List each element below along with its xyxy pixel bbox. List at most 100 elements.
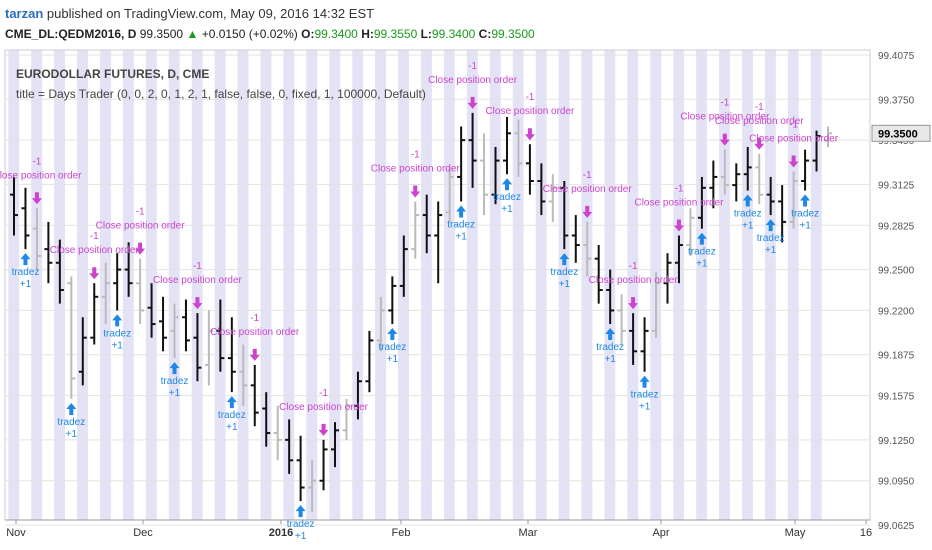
session-band xyxy=(581,50,593,520)
close-label: Close position order xyxy=(634,198,724,209)
buy-arrow-icon xyxy=(765,219,776,232)
close-label: Close position order xyxy=(680,112,770,123)
session-band xyxy=(352,50,364,520)
close-arrow-icon xyxy=(719,133,730,146)
session-band xyxy=(696,50,708,520)
change-value: +0.0150 (+0.02%) xyxy=(201,27,298,41)
buy-arrow-icon xyxy=(605,328,616,341)
close-qty-label: -1 xyxy=(411,149,420,160)
last-price: 99.3500 xyxy=(139,27,184,41)
y-tick-label: 99.3125 xyxy=(878,180,915,191)
buy-label: tradez xyxy=(791,209,819,220)
buy-qty-label: +1 xyxy=(455,231,467,242)
close-label: Close position order xyxy=(715,116,805,127)
close-label: Close position order xyxy=(371,163,461,174)
buy-arrow-icon xyxy=(559,253,570,266)
session-band xyxy=(535,50,547,520)
x-tick-label: Nov xyxy=(6,527,26,539)
close-arrow-icon xyxy=(582,205,593,218)
close-arrow-icon xyxy=(524,128,535,141)
close-qty-label: -1 xyxy=(789,119,798,130)
session-band xyxy=(375,50,387,520)
session-band xyxy=(8,50,20,520)
x-tick-label: 16 xyxy=(860,527,872,539)
buy-label: tradez xyxy=(688,247,716,258)
close-qty-label: -1 xyxy=(675,184,684,195)
author-name[interactable]: tarzan xyxy=(5,6,44,21)
close-qty-label: -1 xyxy=(755,102,764,113)
buy-qty-label: +1 xyxy=(20,279,32,290)
buy-arrow-icon xyxy=(387,328,398,341)
close-label: Close position order xyxy=(210,327,300,338)
x-tick-label: Apr xyxy=(652,527,669,539)
buy-label: tradez xyxy=(596,342,624,353)
buy-arrow-icon xyxy=(112,314,123,327)
buy-arrow-icon xyxy=(20,253,31,266)
y-tick-label: 99.0950 xyxy=(878,477,915,488)
y-tick-label: 99.4075 xyxy=(878,51,915,62)
y-tick-label: 99.2200 xyxy=(878,306,915,317)
buy-arrow-icon xyxy=(169,362,180,375)
high-value: 99.3550 xyxy=(373,27,418,41)
buy-label: tradez xyxy=(447,219,475,230)
close-qty-label: -1 xyxy=(629,261,638,272)
chart-title: EURODOLLAR FUTURES, D, CME xyxy=(16,67,209,81)
session-band xyxy=(512,50,524,520)
session-band xyxy=(719,50,730,520)
buy-arrow-icon xyxy=(295,505,306,518)
session-band xyxy=(742,50,753,520)
close-label: Close position order xyxy=(428,75,518,86)
y-tick-label: 99.1250 xyxy=(878,436,915,447)
buy-arrow-icon xyxy=(800,194,811,207)
quote-line: CME_DL:QEDM2016, D 99.3500 ▲ +0.0150 (+0… xyxy=(5,27,535,41)
buy-qty-label: +1 xyxy=(765,245,777,256)
buy-label: tradez xyxy=(550,267,578,278)
x-tick-label: Dec xyxy=(133,527,153,539)
buy-qty-label: +1 xyxy=(604,354,616,365)
buy-qty-label: +1 xyxy=(799,221,811,232)
session-band xyxy=(627,50,639,520)
buy-label: tradez xyxy=(757,233,785,244)
close-qty-label: -1 xyxy=(250,313,259,324)
close-label: Close position order xyxy=(279,402,369,413)
session-band xyxy=(558,50,570,520)
buy-qty-label: +1 xyxy=(295,531,307,542)
session-band xyxy=(329,50,341,520)
session-band xyxy=(764,50,776,520)
strategy-params: title = Days Trader (0, 0, 2, 0, 1, 2, 1… xyxy=(16,87,426,101)
close-qty-label: -1 xyxy=(720,98,729,109)
close-label: Close position order xyxy=(0,170,82,181)
buy-qty-label: +1 xyxy=(696,259,708,270)
y-tick-label: 99.3750 xyxy=(878,95,915,106)
session-band xyxy=(283,50,295,520)
session-band xyxy=(260,50,272,520)
y-tick-label: 99.1875 xyxy=(878,351,915,362)
close-qty-label: -1 xyxy=(193,261,202,272)
session-band xyxy=(466,50,478,520)
close-qty-label: -1 xyxy=(468,61,477,72)
buy-label: tradez xyxy=(57,417,85,428)
close-label: Close position order xyxy=(50,245,140,256)
buy-qty-label: +1 xyxy=(639,402,651,413)
session-band xyxy=(168,50,180,520)
buy-qty-label: +1 xyxy=(226,422,238,433)
buy-label: tradez xyxy=(287,519,315,530)
buy-arrow-icon xyxy=(226,396,237,409)
buy-qty-label: +1 xyxy=(169,388,181,399)
open-value: 99.3400 xyxy=(314,27,358,41)
high-label: H: xyxy=(361,27,374,41)
session-band xyxy=(673,50,685,520)
close-qty-label: -1 xyxy=(90,231,99,242)
close-label: Close position order xyxy=(96,221,186,232)
low-label: L: xyxy=(420,27,432,41)
close-arrow-icon xyxy=(135,242,146,255)
current-price-label: 99.3500 xyxy=(878,128,918,140)
x-tick-label: 2016 xyxy=(269,527,293,539)
buy-label: tradez xyxy=(12,267,40,278)
y-tick-label: 99.2500 xyxy=(878,266,915,277)
close-label: C: xyxy=(478,27,492,41)
publish-info: published on TradingView.com, May 09, 20… xyxy=(46,6,375,21)
x-tick-label: Feb xyxy=(392,527,411,539)
session-band xyxy=(306,50,318,520)
